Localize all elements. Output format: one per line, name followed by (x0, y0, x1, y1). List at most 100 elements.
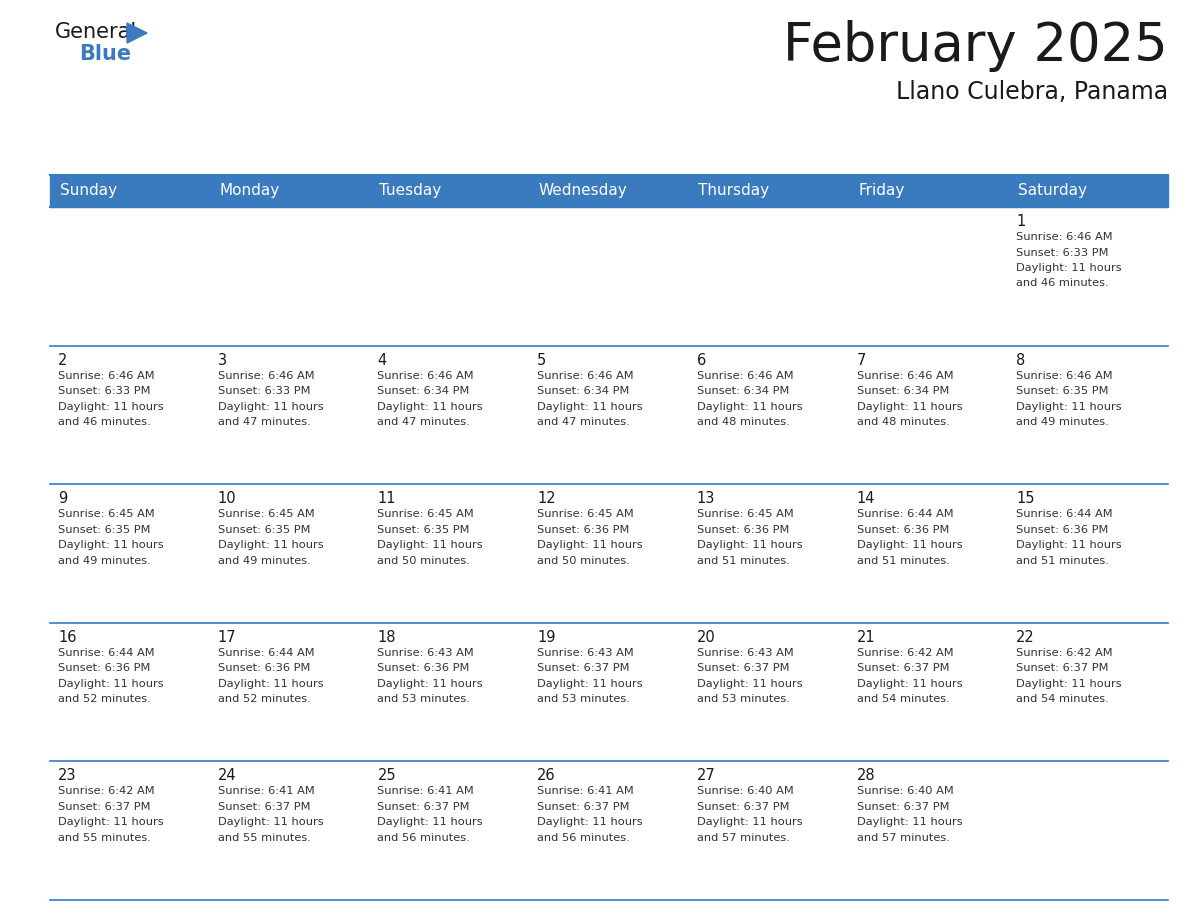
Text: 5: 5 (537, 353, 546, 367)
Text: and 54 minutes.: and 54 minutes. (1016, 694, 1110, 704)
Text: and 47 minutes.: and 47 minutes. (217, 417, 310, 427)
Text: Daylight: 11 hours: Daylight: 11 hours (1016, 263, 1121, 273)
Text: Sunrise: 6:40 AM: Sunrise: 6:40 AM (857, 787, 953, 797)
Text: 19: 19 (537, 630, 556, 644)
Text: Sunrise: 6:45 AM: Sunrise: 6:45 AM (217, 509, 315, 520)
Text: and 49 minutes.: and 49 minutes. (1016, 417, 1110, 427)
Text: Sunset: 6:36 PM: Sunset: 6:36 PM (217, 664, 310, 673)
Text: 3: 3 (217, 353, 227, 367)
Text: Sunset: 6:35 PM: Sunset: 6:35 PM (1016, 386, 1108, 396)
Bar (50, 175, 210, 207)
Text: and 51 minutes.: and 51 minutes. (697, 555, 790, 565)
Bar (369, 761, 529, 900)
Text: 27: 27 (697, 768, 715, 783)
Bar (689, 484, 848, 622)
Text: General: General (55, 22, 138, 42)
Bar (848, 484, 1009, 622)
Text: 1: 1 (1016, 214, 1025, 229)
Text: Daylight: 11 hours: Daylight: 11 hours (58, 540, 164, 550)
Bar (210, 761, 369, 900)
Text: and 50 minutes.: and 50 minutes. (378, 555, 470, 565)
Text: Sunset: 6:33 PM: Sunset: 6:33 PM (217, 386, 310, 396)
Bar (210, 345, 369, 484)
Text: and 51 minutes.: and 51 minutes. (1016, 555, 1110, 565)
Text: Daylight: 11 hours: Daylight: 11 hours (58, 678, 164, 688)
Bar (369, 345, 529, 484)
Text: Sunset: 6:37 PM: Sunset: 6:37 PM (58, 802, 151, 812)
Bar (529, 484, 689, 622)
Text: Llano Culebra, Panama: Llano Culebra, Panama (896, 80, 1168, 104)
Bar (210, 622, 369, 761)
Text: and 47 minutes.: and 47 minutes. (378, 417, 470, 427)
Text: Daylight: 11 hours: Daylight: 11 hours (697, 401, 802, 411)
Text: Sunrise: 6:44 AM: Sunrise: 6:44 AM (58, 648, 154, 658)
Text: 16: 16 (58, 630, 76, 644)
Bar (1009, 207, 1168, 345)
Text: Sunset: 6:37 PM: Sunset: 6:37 PM (697, 802, 789, 812)
Text: Sunrise: 6:42 AM: Sunrise: 6:42 AM (857, 648, 953, 658)
Text: and 53 minutes.: and 53 minutes. (537, 694, 630, 704)
Text: Daylight: 11 hours: Daylight: 11 hours (217, 401, 323, 411)
Bar (529, 175, 689, 207)
Text: Sunrise: 6:45 AM: Sunrise: 6:45 AM (58, 509, 154, 520)
Text: Daylight: 11 hours: Daylight: 11 hours (378, 678, 484, 688)
Text: Sunset: 6:34 PM: Sunset: 6:34 PM (537, 386, 630, 396)
Text: Sunrise: 6:46 AM: Sunrise: 6:46 AM (58, 371, 154, 381)
Bar (369, 484, 529, 622)
Text: Daylight: 11 hours: Daylight: 11 hours (378, 817, 484, 827)
Text: Sunrise: 6:44 AM: Sunrise: 6:44 AM (1016, 509, 1113, 520)
Text: Daylight: 11 hours: Daylight: 11 hours (217, 540, 323, 550)
Bar (848, 345, 1009, 484)
Text: 6: 6 (697, 353, 706, 367)
Text: Sunrise: 6:46 AM: Sunrise: 6:46 AM (217, 371, 315, 381)
Text: Daylight: 11 hours: Daylight: 11 hours (217, 817, 323, 827)
Text: and 48 minutes.: and 48 minutes. (697, 417, 790, 427)
Bar (50, 207, 210, 345)
Text: Daylight: 11 hours: Daylight: 11 hours (378, 401, 484, 411)
Text: Sunrise: 6:42 AM: Sunrise: 6:42 AM (58, 787, 154, 797)
Text: Sunset: 6:37 PM: Sunset: 6:37 PM (857, 802, 949, 812)
Text: 7: 7 (857, 353, 866, 367)
Text: Daylight: 11 hours: Daylight: 11 hours (1016, 678, 1121, 688)
Bar (369, 175, 529, 207)
Text: and 53 minutes.: and 53 minutes. (378, 694, 470, 704)
Text: Daylight: 11 hours: Daylight: 11 hours (58, 401, 164, 411)
Text: Sunset: 6:37 PM: Sunset: 6:37 PM (1016, 664, 1108, 673)
Text: 11: 11 (378, 491, 396, 506)
Bar (369, 207, 529, 345)
Text: Daylight: 11 hours: Daylight: 11 hours (378, 540, 484, 550)
Text: Sunrise: 6:41 AM: Sunrise: 6:41 AM (537, 787, 634, 797)
Text: and 55 minutes.: and 55 minutes. (58, 833, 151, 843)
Bar (50, 484, 210, 622)
Bar (848, 622, 1009, 761)
Text: Daylight: 11 hours: Daylight: 11 hours (1016, 540, 1121, 550)
Bar (848, 175, 1009, 207)
Bar (50, 761, 210, 900)
Text: 8: 8 (1016, 353, 1025, 367)
Text: Sunrise: 6:45 AM: Sunrise: 6:45 AM (537, 509, 634, 520)
Text: 4: 4 (378, 353, 386, 367)
Text: Sunset: 6:33 PM: Sunset: 6:33 PM (1016, 248, 1108, 258)
Text: 10: 10 (217, 491, 236, 506)
Bar (50, 345, 210, 484)
Text: and 50 minutes.: and 50 minutes. (537, 555, 630, 565)
Bar (689, 175, 848, 207)
Text: Sunrise: 6:46 AM: Sunrise: 6:46 AM (1016, 232, 1113, 242)
Text: Sunset: 6:36 PM: Sunset: 6:36 PM (857, 525, 949, 534)
Polygon shape (127, 23, 147, 43)
Text: Sunset: 6:37 PM: Sunset: 6:37 PM (537, 802, 630, 812)
Text: Sunset: 6:36 PM: Sunset: 6:36 PM (58, 664, 151, 673)
Text: Sunset: 6:37 PM: Sunset: 6:37 PM (697, 664, 789, 673)
Bar (369, 622, 529, 761)
Text: Sunset: 6:36 PM: Sunset: 6:36 PM (697, 525, 789, 534)
Text: Sunset: 6:37 PM: Sunset: 6:37 PM (217, 802, 310, 812)
Text: Daylight: 11 hours: Daylight: 11 hours (537, 817, 643, 827)
Text: Sunrise: 6:46 AM: Sunrise: 6:46 AM (857, 371, 953, 381)
Bar (529, 207, 689, 345)
Text: and 46 minutes.: and 46 minutes. (1016, 278, 1108, 288)
Text: 20: 20 (697, 630, 715, 644)
Bar (1009, 345, 1168, 484)
Text: Sunrise: 6:45 AM: Sunrise: 6:45 AM (697, 509, 794, 520)
Bar (1009, 622, 1168, 761)
Text: Sunrise: 6:46 AM: Sunrise: 6:46 AM (537, 371, 633, 381)
